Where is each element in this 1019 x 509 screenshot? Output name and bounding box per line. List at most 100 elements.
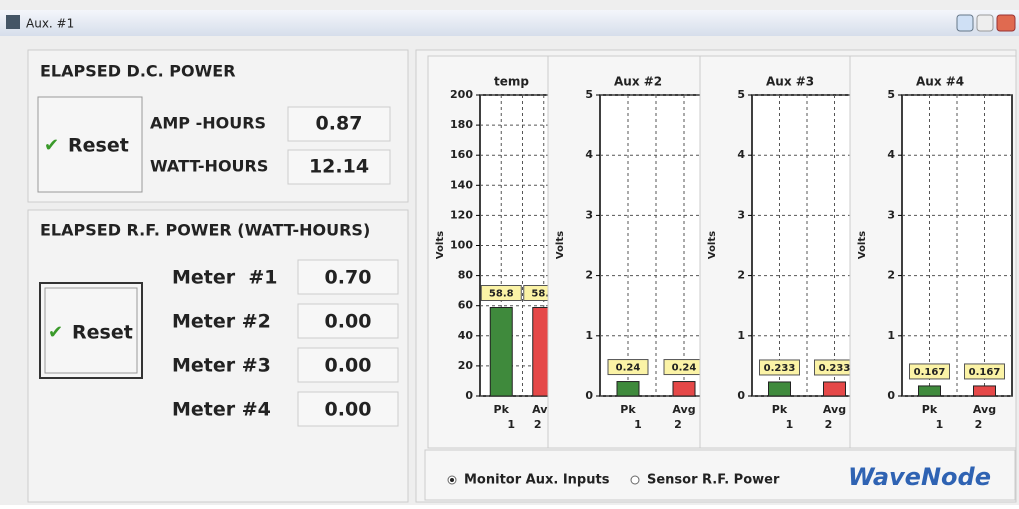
channel-label: 1 xyxy=(507,418,515,431)
y-tick-label: 5 xyxy=(887,88,895,101)
rf-reset-button[interactable] xyxy=(39,282,143,379)
y-tick-label: 20 xyxy=(458,359,474,372)
y-tick-label: 4 xyxy=(887,148,895,161)
rf-title: ELAPSED R.F. POWER (WATT-HOURS) xyxy=(40,221,370,240)
y-tick-label: 5 xyxy=(585,88,593,101)
title-bar xyxy=(0,10,1019,36)
chart-title: Aux #4 xyxy=(916,75,964,89)
value-box xyxy=(297,303,399,339)
check-icon: ✔ xyxy=(44,135,59,156)
x-tick-label: Avg xyxy=(973,403,996,416)
dc-title: ELAPSED D.C. POWER xyxy=(40,62,236,81)
value-label-box xyxy=(759,359,800,376)
value-label: 58.8 xyxy=(531,289,556,300)
radio-button[interactable] xyxy=(630,475,640,485)
y-tick-label: 4 xyxy=(585,148,593,161)
y-tick-label: 80 xyxy=(458,269,474,282)
channel-label: 2 xyxy=(825,418,833,431)
brand: WaveNode xyxy=(848,463,991,491)
window-icon xyxy=(6,15,20,29)
y-tick-label: 1 xyxy=(585,329,593,342)
rf-reset-focus xyxy=(44,287,138,374)
bar xyxy=(616,381,640,397)
y-tick-label: 0 xyxy=(465,389,473,402)
x-tick-label: Pk xyxy=(772,403,788,416)
channel-label: 2 xyxy=(674,418,682,431)
footer-panel xyxy=(424,449,1016,501)
y-tick-label: 60 xyxy=(458,299,474,312)
y-tick-label: 0 xyxy=(737,389,745,402)
dc-value: 0.87 xyxy=(316,113,363,135)
dc-label: AMP -HOURS xyxy=(150,114,266,133)
y-tick-label: 2 xyxy=(887,269,895,282)
dc-reset-button[interactable] xyxy=(37,96,143,193)
rf-reset-label: Reset xyxy=(72,322,133,344)
value-label: 0.233 xyxy=(819,363,851,374)
meter-label: Meter #3 xyxy=(172,355,271,377)
y-tick-label: 4 xyxy=(737,148,745,161)
value-box xyxy=(287,106,391,142)
y-axis-label: Volts xyxy=(555,231,566,259)
x-tick-label: Pk xyxy=(620,403,636,416)
value-box xyxy=(297,347,399,383)
bar xyxy=(918,385,941,397)
y-tick-label: 3 xyxy=(737,208,745,221)
maximize-button[interactable] xyxy=(976,14,994,32)
value-label-box xyxy=(607,359,649,376)
y-tick-label: 140 xyxy=(450,178,473,191)
check-icon: ✔ xyxy=(48,322,63,343)
dc-value: 12.14 xyxy=(309,156,369,178)
y-tick-label: 2 xyxy=(585,269,593,282)
minimize-button[interactable] xyxy=(956,14,974,32)
value-label: 58.8 xyxy=(489,289,514,300)
y-tick-label: 3 xyxy=(585,208,593,221)
value-box xyxy=(287,149,391,185)
value-box xyxy=(297,391,399,427)
radio-label: Sensor R.F. Power xyxy=(647,473,780,488)
y-tick-label: 1 xyxy=(737,329,745,342)
meter-value: 0.70 xyxy=(325,267,372,289)
bar xyxy=(489,307,513,397)
value-label: 0.233 xyxy=(764,363,796,374)
y-tick-label: 3 xyxy=(887,208,895,221)
y-tick-label: 0 xyxy=(887,389,895,402)
y-tick-label: 120 xyxy=(450,208,473,221)
channel-label: 2 xyxy=(534,418,542,431)
bar xyxy=(672,381,696,397)
value-label-box xyxy=(480,285,522,302)
meter-label: Meter #1 xyxy=(172,267,278,289)
chart-title: Aux #2 xyxy=(614,75,662,89)
close-button[interactable] xyxy=(996,14,1016,32)
y-axis-label: Volts xyxy=(707,231,718,259)
y-tick-label: 100 xyxy=(450,239,473,252)
bar xyxy=(823,381,846,397)
channel-label: 1 xyxy=(936,418,944,431)
value-label-box xyxy=(909,363,950,380)
meter-value: 0.00 xyxy=(325,355,372,377)
y-axis-label: Volts xyxy=(435,231,446,259)
y-tick-label: 200 xyxy=(450,88,473,101)
y-tick-label: 5 xyxy=(737,88,745,101)
channel-label: 1 xyxy=(786,418,794,431)
radio-dot xyxy=(450,478,454,482)
meter-value: 0.00 xyxy=(325,311,372,333)
value-label: 0.167 xyxy=(969,367,1001,378)
y-tick-label: 160 xyxy=(450,148,473,161)
y-tick-label: 1 xyxy=(887,329,895,342)
chart-title: temp xyxy=(494,75,529,89)
y-axis-label: Volts xyxy=(857,231,868,259)
value-label: 0.167 xyxy=(914,367,946,378)
bar xyxy=(973,385,996,397)
window-title: Aux. #1 xyxy=(26,17,74,31)
y-tick-label: 180 xyxy=(450,118,473,131)
x-tick-label: Avg xyxy=(823,403,846,416)
y-tick-label: 40 xyxy=(458,329,474,342)
value-label: 0.24 xyxy=(672,363,697,374)
meter-label: Meter #2 xyxy=(172,311,271,333)
meter-label: Meter #4 xyxy=(172,399,271,421)
meter-value: 0.00 xyxy=(325,399,372,421)
channel-label: 2 xyxy=(975,418,983,431)
dc-label: WATT-HOURS xyxy=(150,157,268,176)
value-box xyxy=(297,259,399,295)
